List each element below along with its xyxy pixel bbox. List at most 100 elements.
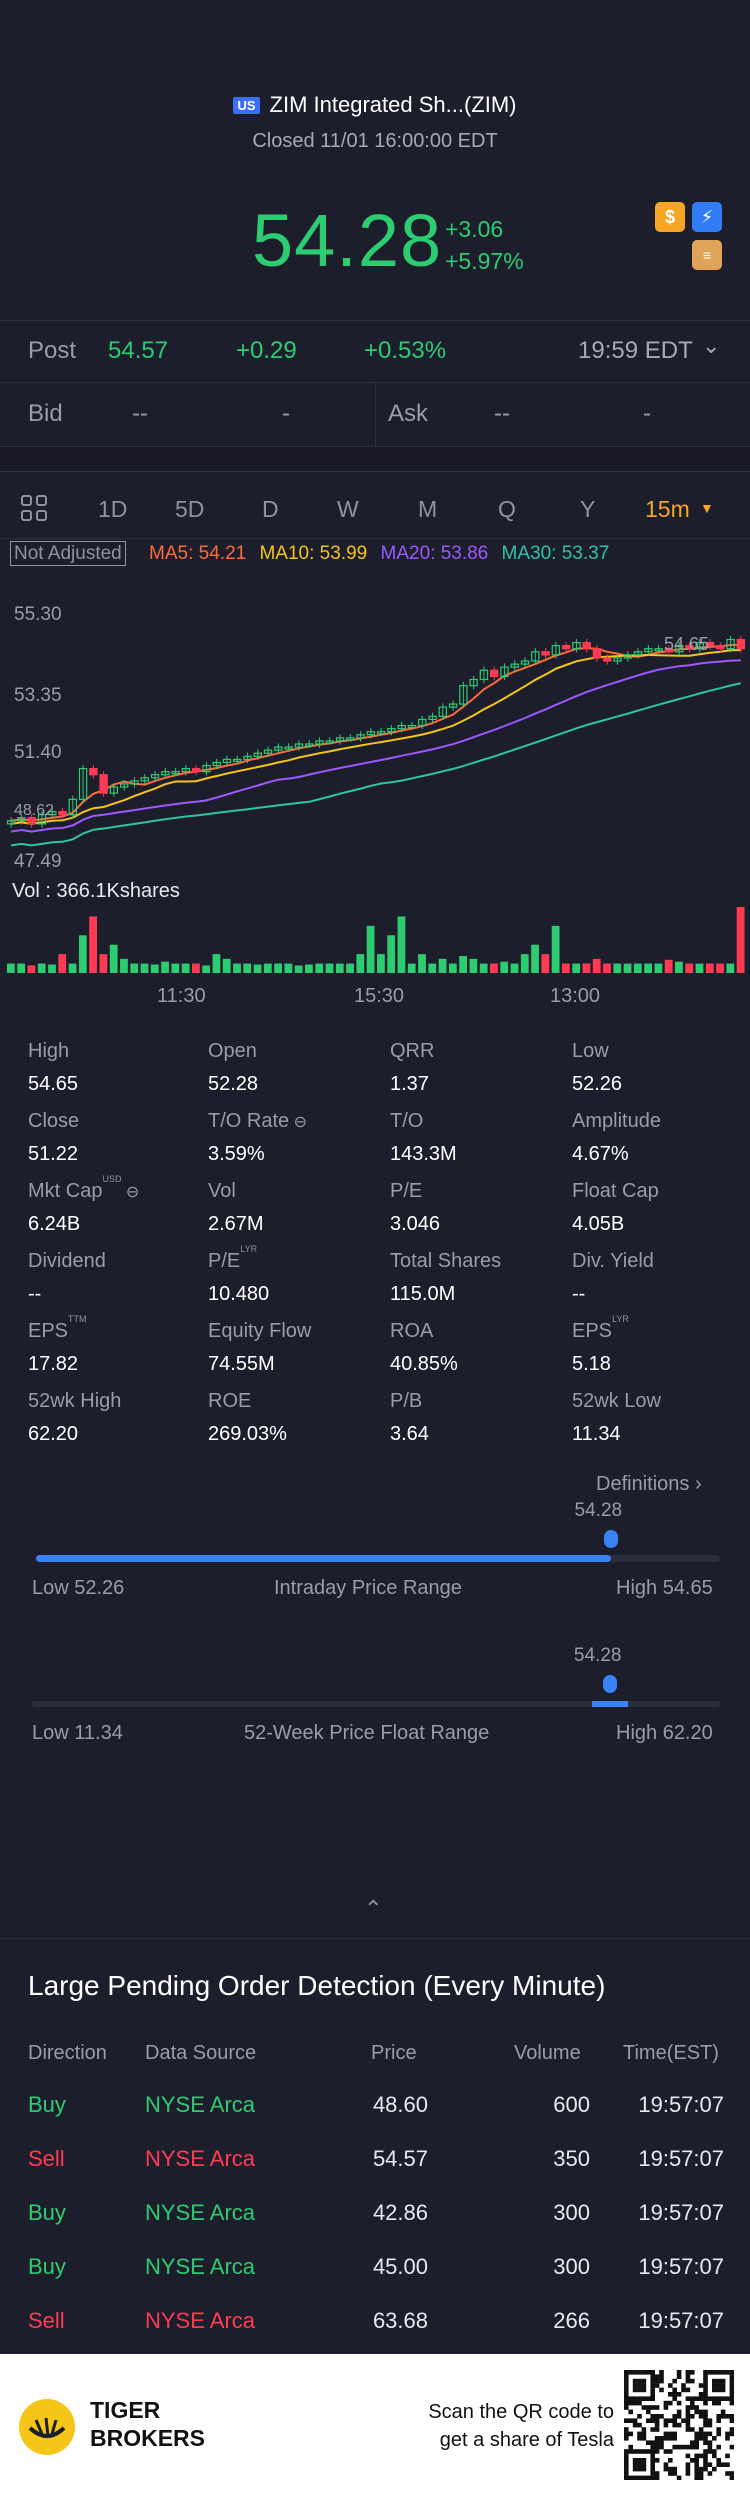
stat-value: 4.05B — [572, 1213, 625, 1235]
grid-icon[interactable] — [20, 494, 48, 527]
stat-label-text: Equity Flow — [208, 1320, 312, 1342]
ma20-value: MA20: 53.86 — [380, 543, 489, 564]
volume-bar — [705, 963, 714, 973]
candle-body — [479, 669, 489, 681]
candle-body — [315, 740, 324, 745]
candle-body — [366, 731, 376, 736]
stat-item: T/O 143.3M — [390, 1110, 457, 1166]
lightning-icon[interactable]: ⚡ — [692, 202, 722, 232]
tab-1d[interactable]: 1D — [98, 496, 128, 522]
stock-title-row[interactable]: US ZIM Integrated Sh...(ZIM) — [0, 92, 750, 118]
candle-body — [130, 780, 139, 785]
stat-label: Low — [572, 1040, 622, 1063]
candle-body — [325, 740, 334, 744]
tab-d[interactable]: D — [262, 496, 279, 522]
volume-bar — [150, 964, 159, 973]
dollar-icon[interactable]: $ — [655, 202, 685, 232]
stat-label-text: ROA — [390, 1320, 434, 1342]
tab-5d[interactable]: 5D — [175, 496, 205, 522]
volume-bar — [633, 963, 642, 973]
ask-size: - — [643, 400, 651, 427]
definitions-label: Definitions — [596, 1473, 690, 1495]
volume-bar — [736, 907, 745, 973]
tab-w[interactable]: W — [337, 496, 359, 522]
info-icon[interactable]: ⊖ — [289, 1114, 307, 1131]
candle-body — [561, 645, 571, 650]
tab-m[interactable]: M — [418, 496, 438, 522]
map-pin-icon — [602, 1675, 617, 1693]
stat-label: Total Shares — [390, 1250, 501, 1273]
volume-bar — [181, 963, 190, 973]
stat-label-sup: TTM — [68, 1314, 87, 1324]
chevron-down-icon[interactable]: ⌄ — [702, 333, 721, 358]
stat-label: T/O Rate ⊖ — [208, 1110, 307, 1133]
stack-icon[interactable]: ≡ — [692, 240, 722, 270]
volume-bar — [58, 954, 67, 973]
volume-bar — [68, 963, 77, 973]
volume-bar — [315, 963, 324, 973]
volume-bar — [305, 964, 313, 973]
y-tick-3: 51.40 — [14, 742, 62, 763]
not-adjusted-toggle[interactable]: Not Adjusted — [10, 541, 126, 566]
price-chart[interactable] — [0, 590, 750, 900]
week52-title: 52-Week Price Float Range — [244, 1722, 490, 1744]
post-time[interactable]: 19:59 EDT — [578, 337, 693, 364]
cta-line2: get a share of Tesla — [439, 2429, 614, 2451]
stat-label-text: EPS — [572, 1320, 613, 1342]
order-direction: Buy — [28, 2254, 66, 2279]
stat-value: 5.18 — [572, 1353, 611, 1375]
volume-chart[interactable] — [0, 905, 750, 975]
tab-q[interactable]: Q — [498, 496, 516, 522]
order-direction: Sell — [28, 2308, 65, 2333]
candle-body — [674, 645, 684, 653]
stat-value: 17.82 — [28, 1353, 79, 1375]
volume-bar — [562, 963, 570, 973]
stat-label-text: Float Cap — [572, 1180, 659, 1202]
order-volume: 266 — [553, 2308, 590, 2333]
info-icon[interactable]: ⊖ — [121, 1184, 140, 1201]
stat-item: EPSLYR 5.18 — [572, 1314, 629, 1376]
volume-bar — [664, 959, 673, 973]
cta-line1: Scan the QR code to — [428, 2401, 614, 2423]
volume-bar — [459, 956, 467, 973]
stat-label-text: EPS — [28, 1320, 69, 1342]
order-source: NYSE Arca — [145, 2146, 256, 2171]
order-time: 19:57:07 — [638, 2308, 724, 2333]
stat-value: 62.20 — [28, 1423, 79, 1445]
stat-value: 11.34 — [572, 1423, 621, 1445]
definitions-link[interactable]: Definitions › — [596, 1473, 702, 1496]
ma5-value: MA5: 54.21 — [149, 543, 247, 564]
market-status: Closed 11/01 16:00:00 EDT — [252, 130, 498, 152]
candle-body — [541, 651, 550, 656]
caret-down-icon[interactable]: ▼ — [700, 500, 714, 516]
stat-label: P/E — [390, 1180, 440, 1203]
stat-label-text: ROE — [208, 1390, 252, 1412]
candle-body — [397, 724, 406, 730]
market-badge: US — [233, 96, 260, 114]
tiger-logo-icon — [19, 2399, 75, 2455]
tab-15m[interactable]: 15m — [645, 496, 690, 522]
x-tick-3: 13:00 — [550, 985, 601, 1007]
candle-body — [654, 648, 663, 652]
candle-body — [572, 641, 581, 650]
ma5-line — [10, 644, 741, 822]
order-direction: Buy — [28, 2092, 66, 2117]
stat-label: ROA — [390, 1320, 458, 1343]
order-time: 19:57:07 — [638, 2254, 724, 2279]
stat-label: ROE — [208, 1390, 287, 1413]
section-gap — [0, 447, 750, 471]
qr-code[interactable] — [624, 2370, 734, 2480]
volume-bar — [551, 925, 560, 973]
volume-bar — [644, 963, 652, 973]
candle-body — [191, 767, 201, 773]
map-pin-icon — [603, 1530, 618, 1548]
stat-item: Div. Yield -- — [572, 1250, 654, 1306]
tab-y[interactable]: Y — [580, 496, 596, 522]
volume-bar — [27, 965, 36, 973]
volume-bar — [202, 965, 211, 973]
stat-label: 52wk High — [28, 1390, 121, 1413]
candle-body — [726, 638, 735, 650]
candle-body — [418, 718, 427, 727]
volume-bar — [603, 963, 611, 973]
chevron-up-icon[interactable]: ⌃ — [364, 1896, 383, 1921]
